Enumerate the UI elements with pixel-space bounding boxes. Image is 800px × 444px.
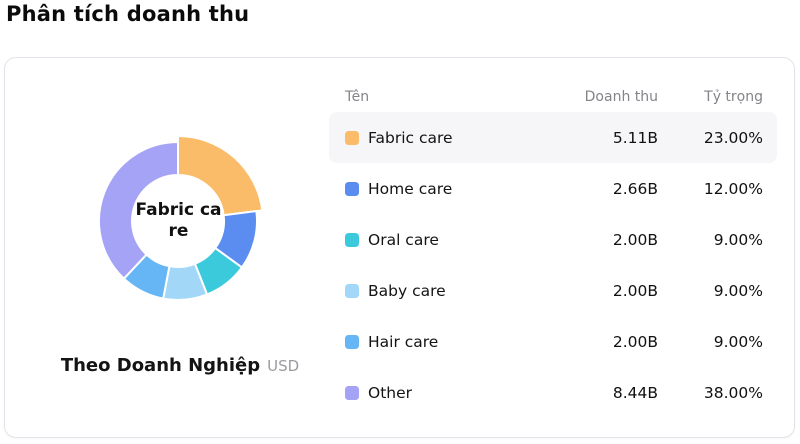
series-revenue: 8.44B: [612, 383, 658, 402]
table-body: Fabric care 5.11B 23.00% Home care 2.66B…: [329, 112, 777, 418]
series-revenue: 2.66B: [612, 179, 658, 198]
series-revenue: 2.00B: [612, 230, 658, 249]
series-color-swatch: [345, 181, 359, 196]
table-row[interactable]: Oral care 2.00B 9.00%: [329, 214, 777, 265]
table-header: Tên Doanh thu Tỷ trọng: [329, 82, 777, 112]
series-table: Tên Doanh thu Tỷ trọng Fabric care 5.11B…: [329, 82, 777, 418]
table-row[interactable]: Home care 2.66B 12.00%: [329, 163, 777, 214]
series-name: Baby care: [368, 281, 446, 300]
donut-chart: [98, 134, 264, 301]
series-name: Oral care: [368, 230, 439, 249]
table-row[interactable]: Hair care 2.00B 9.00%: [329, 316, 777, 367]
series-name: Hair care: [368, 332, 439, 351]
series-name: Fabric care: [368, 128, 453, 147]
table-row[interactable]: Baby care 2.00B 9.00%: [329, 265, 777, 316]
table-row[interactable]: Other 8.44B 38.00%: [329, 367, 777, 418]
series-color-swatch: [345, 130, 359, 145]
series-name: Other: [368, 383, 413, 402]
chart-caption-unit: USD: [267, 357, 300, 375]
revenue-analysis-card: Fabric care Theo Doanh Nghiệp USD Tên Doa…: [4, 57, 795, 438]
donut-slice-fabric-care[interactable]: [177, 134, 264, 217]
page-title: Phân tích doanh thu: [6, 2, 250, 26]
series-share: 9.00%: [713, 332, 763, 351]
series-color-swatch: [345, 283, 359, 298]
series-share: 23.00%: [703, 128, 763, 147]
table-row[interactable]: Fabric care 5.11B 23.00%: [329, 112, 777, 163]
series-share: 38.00%: [703, 383, 763, 402]
chart-caption-title: Theo Doanh Nghiệp: [60, 355, 261, 376]
column-header-name: Tên: [345, 89, 370, 105]
donut-slice-other[interactable]: [98, 140, 179, 281]
donut-center-label: Fabric care: [135, 200, 222, 241]
series-share: 12.00%: [703, 179, 763, 198]
series-revenue: 5.11B: [612, 128, 658, 147]
column-header-revenue: Doanh thu: [584, 89, 658, 105]
series-share: 9.00%: [713, 281, 763, 300]
series-revenue: 2.00B: [612, 281, 658, 300]
series-revenue: 2.00B: [612, 332, 658, 351]
chart-caption: Theo Doanh Nghiệp USD: [5, 355, 355, 376]
series-color-swatch: [345, 232, 359, 247]
series-share: 9.00%: [713, 230, 763, 249]
series-name: Home care: [368, 179, 453, 198]
series-color-swatch: [345, 334, 359, 349]
series-color-swatch: [345, 385, 359, 400]
column-header-share: Tỷ trọng: [704, 89, 763, 105]
